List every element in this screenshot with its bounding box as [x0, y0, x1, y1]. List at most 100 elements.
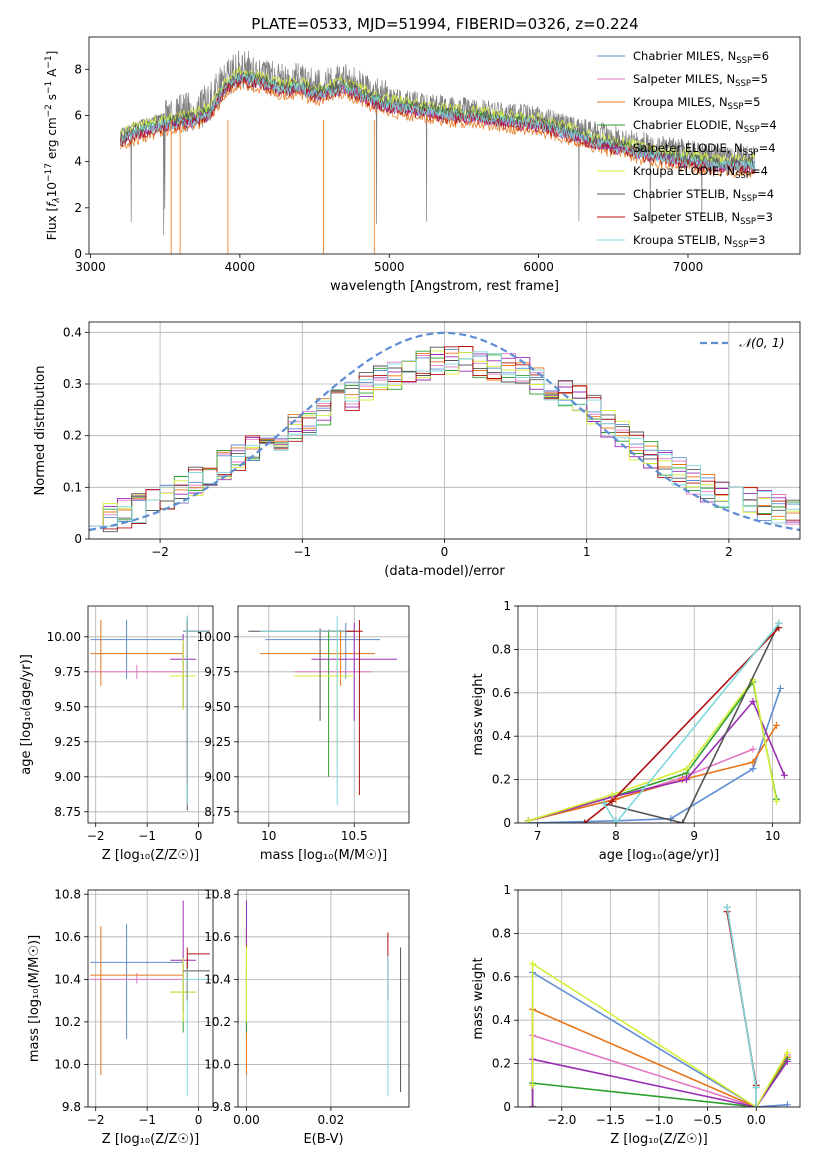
y-tick-label: 0	[74, 247, 82, 261]
mass-weight-marker	[612, 819, 620, 823]
x-tick-label: 0	[195, 1113, 203, 1127]
mass-weight-marker	[529, 1081, 537, 1089]
y-tick-label: 9.75	[204, 665, 231, 679]
legend-entry-n: =3	[756, 210, 773, 224]
mass-weight-marker	[780, 771, 788, 779]
x-axis-label: Z [log₁₀(Z/Z☉)]	[102, 1132, 199, 1147]
y-tick-label: 10.00	[47, 630, 81, 644]
x-axis-label: mass [log₁₀(M/M☉)]	[260, 848, 387, 863]
y-tick-label: 0	[74, 532, 82, 546]
legend-entry: Salpeter MILES, NSSP=5	[633, 72, 768, 89]
x-tick-label: 10	[261, 829, 276, 843]
y-tick-label: 4	[74, 155, 82, 169]
legend-entry-sub: SSP	[728, 102, 744, 112]
mass-weight-marker	[783, 1101, 791, 1107]
legend-entry-label: Salpeter MILES, N	[633, 72, 735, 86]
chart-mass_weight_vs_age: 7 8 9 10 0 0.2 0.4 0.6 0.8 1 age [log₁₀(age/yr)] ma…	[471, 599, 801, 863]
plot-area-mass_vs_ebv	[245, 900, 402, 1097]
model-spectrum-line	[120, 73, 756, 172]
plot-area-residuals	[89, 331, 800, 533]
model-spectrum-line	[120, 76, 756, 175]
legend-entry-sub: SSP	[733, 240, 749, 250]
gaussian-curve	[89, 331, 800, 531]
y-axis-label: mass weight	[471, 673, 486, 755]
y-tick-label: 6	[74, 108, 82, 122]
legend-entry-n: =5	[743, 95, 760, 109]
chart-mass_vs_ebv: 0.00 0.02 9.8 10.0 10.2 10.4 10.6 10.8 E(B-V)	[204, 887, 410, 1147]
axes-frame	[237, 605, 410, 824]
mass-weight-marker	[752, 1083, 760, 1091]
x-tick-label: −1.5	[596, 1113, 625, 1127]
x-tick-label: 0	[195, 829, 203, 843]
y-axis-label: Flux [fλ10−17 erg cm−2 s−1 A−1]	[44, 51, 62, 241]
y-tick-label: 0.4	[63, 325, 82, 339]
y-axis-label: age [log₁₀(age/yr)]	[19, 654, 34, 775]
x-tick-label: −1	[138, 829, 156, 843]
mass-weight-marker	[783, 1057, 791, 1065]
mass-weight-marker	[529, 1103, 537, 1107]
legend-entry-n: =5	[751, 72, 768, 86]
legend-entry-sub: SSP	[741, 194, 757, 204]
x-tick-label: 0.00	[233, 1113, 260, 1127]
y-tick-label: 10.4	[204, 972, 231, 986]
figure-title: PLATE=0533, MJD=51994, FIBERID=0326, z=0…	[251, 15, 638, 33]
legend-entry-label: Kroupa ELODIE, N	[633, 164, 735, 178]
y-tick-label: 10.6	[204, 930, 231, 944]
x-tick-label: 0.0	[747, 1113, 766, 1127]
y-tick-label: 10.0	[54, 1057, 81, 1071]
y-axis-label: mass weight	[471, 957, 486, 1039]
y-tick-label: 9.8	[62, 1100, 81, 1114]
mass-weight-marker	[600, 799, 608, 807]
legend-entry-label: Kroupa MILES, N	[633, 95, 728, 109]
y-tick-label: 0.6	[492, 970, 511, 984]
x-tick-label: −2	[151, 545, 169, 559]
mass-weight-line	[726, 907, 757, 1107]
x-tick-label: −0.5	[693, 1113, 722, 1127]
y-tick-label: 10.4	[54, 972, 81, 986]
legend-entry-n: =4	[751, 164, 768, 178]
x-axis-label: (data-model)/error	[384, 564, 505, 579]
chart-spectrum: 3000 4000 5000 6000 7000 0 2 4 6 8 wavelength [Ang…	[44, 36, 801, 294]
legend-entry-label: Kroupa STELIB, N	[633, 233, 733, 247]
y-tick-label: 8.75	[204, 805, 231, 819]
y-tick-label: 1	[503, 883, 511, 897]
x-tick-label: −1	[293, 545, 311, 559]
mass-weight-marker	[682, 765, 690, 773]
axes-frame	[517, 889, 801, 1108]
y-axis-label-part: −17	[44, 163, 54, 182]
legend-entry-label: Chabrier ELODIE, N	[633, 118, 744, 132]
y-tick-label: 0.2	[492, 1057, 511, 1071]
y-tick-label: 9.25	[54, 735, 81, 749]
plot-area-age_vs_mass	[248, 615, 398, 805]
y-tick-label: 10.8	[54, 887, 81, 901]
legend-entry-n: =3	[748, 233, 765, 247]
y-axis-label-part: 10	[45, 182, 59, 197]
x-tick-label: 1	[583, 545, 591, 559]
legend-entry-label: Chabrier MILES, N	[633, 49, 736, 63]
mass-weight-line	[527, 680, 778, 822]
mass-weight-marker	[608, 791, 616, 799]
legend-entry: Salpeter ELODIE, NSSP=4	[633, 141, 776, 158]
y-tick-label: 9.00	[204, 770, 231, 784]
y-tick-label: 8.75	[54, 805, 81, 819]
y-tick-label: 10.0	[204, 1057, 231, 1071]
legend-entry-sub: SSP	[735, 79, 751, 89]
chart-age_vs_Z: −2 −1 0 8.75 9.00 9.25 9.50 9.75 10.00 Z [log₁₀(Z…	[19, 605, 214, 863]
x-axis-label: Z [log₁₀(Z/Z☉)]	[102, 848, 199, 863]
mass-weight-line	[531, 1058, 789, 1107]
plot-area-mass_weight_vs_Z	[529, 903, 791, 1107]
mass-weight-line	[531, 1008, 789, 1107]
legend-entry-n: =6	[752, 49, 769, 63]
y-axis-label-part: s	[45, 94, 59, 104]
y-tick-label: 1	[503, 599, 511, 613]
x-tick-label: 9	[690, 829, 698, 843]
legend-entry: Chabrier ELODIE, NSSP=4	[633, 118, 777, 135]
mass-weight-marker	[524, 817, 532, 823]
y-tick-label: 9.25	[204, 735, 231, 749]
mass-weight-marker	[783, 1049, 791, 1057]
axes-frame	[88, 321, 801, 540]
x-tick-label: 7000	[673, 260, 704, 274]
legend-entry: Kroupa ELODIE, NSSP=4	[633, 164, 768, 181]
mass-weight-marker	[749, 758, 757, 766]
